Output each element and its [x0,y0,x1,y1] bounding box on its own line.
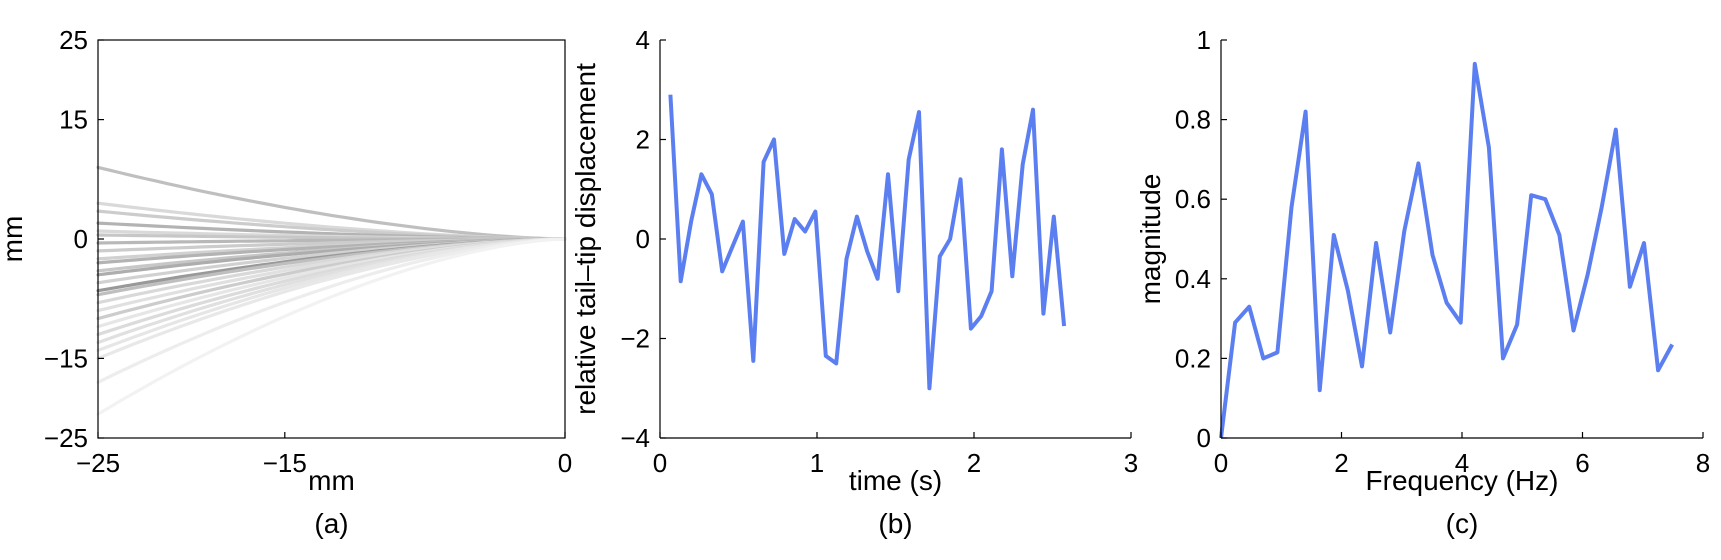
y-tick-label: 0 [74,224,88,254]
tail-trace [96,237,567,384]
y-tick-label: 2 [636,125,650,155]
x-tick-label: 8 [1696,448,1710,478]
y-tick-label: 0 [636,224,650,254]
x-tick-label: 3 [1124,448,1138,478]
x-tick-label: 2 [967,448,981,478]
panel-a-tail-traces: −25 −15 0 −25 −15 0 15 25 mm mm (a) [0,25,572,539]
tail-trace [96,237,567,416]
panel-caption: (a) [314,508,348,539]
y-tick-label: −15 [44,343,88,373]
x-tick-label: −25 [76,448,120,478]
y-tick-label: −2 [620,324,650,354]
y-axis-label: mm [0,216,28,263]
x-tick-label: −15 [263,448,307,478]
series-line [1219,61,1674,439]
series-line [668,94,1067,391]
x-tick-label: 0 [558,448,572,478]
y-tick-label: 25 [59,25,88,55]
panel-c-frequency-plot: 0 2 4 6 8 0 0.2 0.4 0.6 0.8 1 Frequency (Hz) magnitu… [1135,25,1710,539]
y-tick-label: 15 [59,105,88,135]
y-tick-label: 4 [636,25,650,55]
panel-b-displacement-plot: 0 1 2 3 −4 −2 0 2 4 time (s) relative tail–tip dis… [570,25,1138,539]
y-axis-label: magnitude [1135,174,1166,305]
y-tick-label: 1 [1197,25,1211,55]
x-tick-label: 6 [1575,448,1589,478]
y-tick-label: 0.6 [1175,184,1211,214]
x-axis-label: mm [308,465,355,496]
y-tick-label: 0.2 [1175,343,1211,373]
x-tick-label: 4 [1455,448,1469,478]
y-tick-label: −4 [620,423,650,453]
tail-trace [96,165,567,241]
x-tick-label: 2 [1334,448,1348,478]
y-tick-label: −25 [44,423,88,453]
panel-caption: (c) [1446,508,1479,539]
x-tick-label: 0 [1214,448,1228,478]
y-tick-label: 0.4 [1175,264,1211,294]
y-axis-label: relative tail–tip displacement [570,63,601,415]
x-axis-label: time (s) [849,465,942,496]
x-tick-label: 0 [653,448,667,478]
y-tick-label: 0.8 [1175,105,1211,135]
panel-caption: (b) [878,508,912,539]
x-axis-label: Frequency (Hz) [1366,465,1559,496]
x-tick-label: 1 [810,448,824,478]
y-tick-label: 0 [1197,423,1211,453]
